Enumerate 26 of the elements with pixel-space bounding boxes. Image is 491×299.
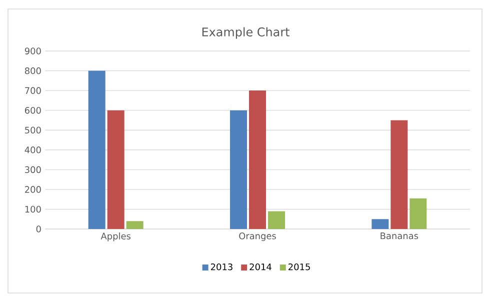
y-tick-label: 600 xyxy=(24,106,41,114)
bar xyxy=(372,219,389,229)
y-tick-label: 400 xyxy=(24,146,41,154)
y-tick-label: 300 xyxy=(25,166,41,174)
bar xyxy=(390,120,408,229)
legend-label: 2013 xyxy=(210,263,232,270)
bar xyxy=(107,110,124,229)
y-tick-label: 800 xyxy=(24,67,41,74)
y-tick-label: 200 xyxy=(25,186,41,193)
x-tick-label: Oranges xyxy=(239,232,276,242)
y-tick-label: 500 xyxy=(25,126,41,134)
chart-title: Example Chart xyxy=(202,27,290,39)
bar xyxy=(249,90,266,229)
y-tick-label: 700 xyxy=(25,87,41,94)
bar xyxy=(410,198,427,229)
x-tick-label: Apples xyxy=(100,232,130,242)
legend-label: 2015 xyxy=(288,263,310,270)
y-tick-label: 900 xyxy=(24,48,41,54)
bar xyxy=(88,70,106,229)
legend-label: 2014 xyxy=(250,263,272,270)
y-tick-label: 0 xyxy=(36,226,41,232)
bar xyxy=(268,211,285,229)
x-tick-label: Bananas xyxy=(380,232,418,240)
bar xyxy=(126,221,144,229)
bar xyxy=(230,110,248,229)
y-tick-label: 100 xyxy=(25,206,41,213)
